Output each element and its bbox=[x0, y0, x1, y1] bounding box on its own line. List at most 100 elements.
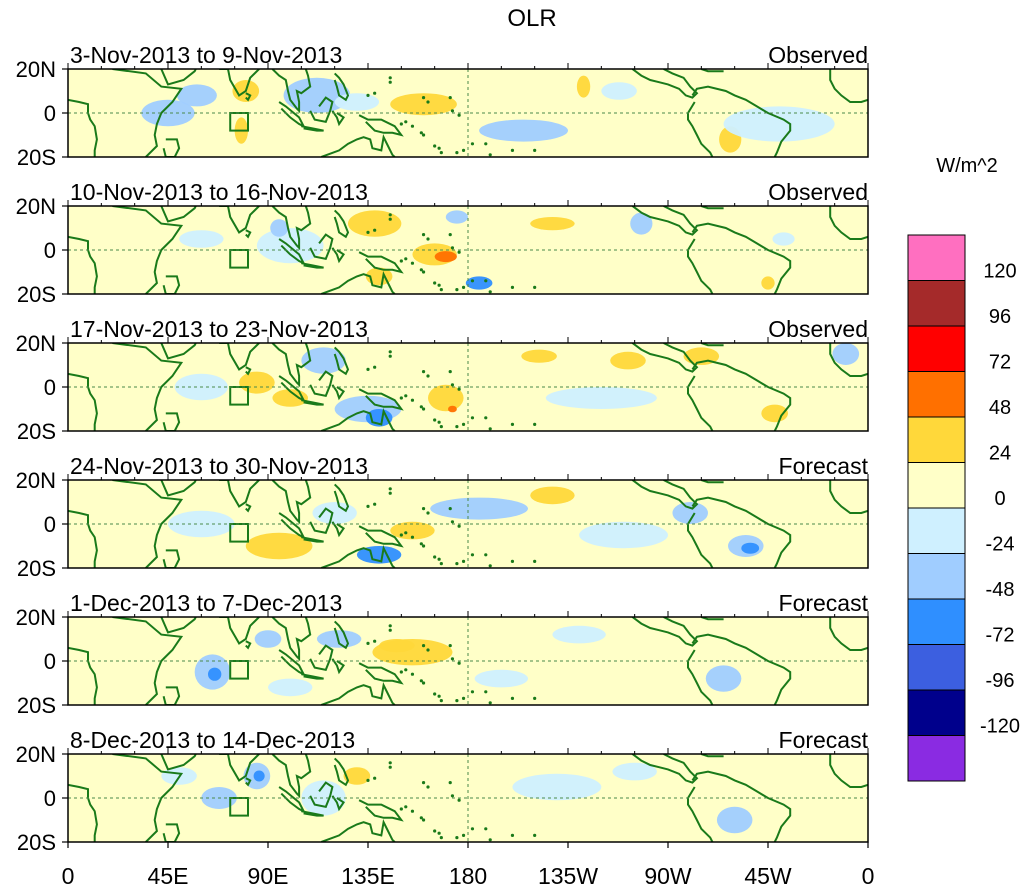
island-marker bbox=[366, 93, 370, 97]
island-marker bbox=[450, 383, 455, 387]
island-marker bbox=[388, 76, 392, 80]
island-marker bbox=[399, 533, 403, 537]
island-marker bbox=[410, 535, 415, 539]
coastline bbox=[320, 682, 396, 705]
island-marker bbox=[421, 818, 426, 822]
coastline bbox=[829, 617, 868, 651]
coastline bbox=[829, 480, 868, 514]
coastline bbox=[687, 786, 714, 842]
anomaly-field bbox=[194, 625, 742, 697]
island-marker bbox=[439, 151, 443, 155]
island-marker bbox=[419, 131, 423, 135]
coastline bbox=[333, 757, 350, 787]
anomaly-contour bbox=[530, 486, 575, 505]
island-marker bbox=[399, 122, 403, 126]
colorbar-swatch bbox=[907, 553, 966, 600]
island-marker bbox=[470, 416, 475, 420]
colorbar-swatch bbox=[907, 234, 966, 281]
coastline bbox=[301, 536, 324, 543]
coastline bbox=[162, 275, 181, 294]
anomaly-field bbox=[141, 75, 835, 153]
x-tick-label: 0 bbox=[862, 863, 875, 887]
island-marker bbox=[399, 396, 403, 400]
coastline bbox=[700, 617, 724, 621]
anomaly-contour bbox=[253, 770, 265, 782]
anomaly-contour bbox=[179, 230, 224, 248]
anomaly-contour bbox=[283, 77, 351, 113]
anomaly-contour bbox=[270, 219, 288, 237]
panel-period: 10-Nov-2013 to 16-Nov-2013 bbox=[70, 179, 368, 205]
coastline bbox=[358, 662, 404, 685]
island-marker bbox=[448, 233, 452, 237]
map-panel: 20N 0 20S 1-Dec-2013 to 7-Dec-2013 Forecast bbox=[16, 590, 869, 718]
coastline bbox=[112, 206, 184, 294]
island-marker bbox=[488, 153, 492, 157]
island-marker bbox=[455, 562, 459, 566]
coastline bbox=[271, 480, 312, 525]
colorbar-label: 120 bbox=[983, 261, 1016, 283]
island-marker bbox=[448, 96, 452, 100]
anomaly-contour bbox=[705, 665, 742, 692]
island-marker bbox=[439, 562, 443, 566]
anomaly-field bbox=[174, 343, 860, 427]
map-panel: 20N 0 20S 8-Dec-2013 to 14-Dec-2013 Forecast bbox=[16, 727, 869, 855]
island-marker bbox=[421, 507, 426, 511]
coastline bbox=[687, 238, 714, 294]
anomaly-contour bbox=[239, 371, 275, 394]
island-marker bbox=[404, 257, 408, 261]
region-box bbox=[229, 112, 250, 132]
coastline bbox=[829, 206, 868, 240]
coastline bbox=[691, 222, 792, 294]
region-box bbox=[229, 797, 250, 817]
island-marker bbox=[488, 838, 492, 842]
island-marker bbox=[421, 233, 426, 237]
anomaly-contour bbox=[772, 232, 795, 246]
anomaly-contour bbox=[579, 521, 668, 549]
coastline bbox=[358, 799, 404, 822]
coastline bbox=[68, 783, 98, 842]
colorbar-label: 0 bbox=[994, 488, 1005, 510]
y-tick-label: 20S bbox=[17, 830, 56, 855]
colorbar: W/m^2 120 96 72 48 24 0 -24 -48 -72 -96 -120 bbox=[907, 155, 1020, 782]
y-tick-label: 0 bbox=[44, 786, 56, 811]
island-marker bbox=[404, 394, 408, 398]
island-marker bbox=[455, 425, 459, 429]
island-marker bbox=[488, 701, 492, 705]
island-marker bbox=[510, 148, 515, 152]
coastline bbox=[301, 810, 324, 817]
island-marker bbox=[388, 765, 392, 769]
island-marker bbox=[404, 805, 408, 809]
coastline bbox=[631, 206, 699, 236]
coastline bbox=[333, 346, 350, 376]
x-axis: 0 45E 90E 135E 180 135W 90W 45W 0 bbox=[62, 842, 875, 887]
island-marker bbox=[450, 246, 455, 250]
coastline bbox=[112, 69, 184, 157]
colorbar-units: W/m^2 bbox=[936, 155, 998, 177]
island-marker bbox=[421, 781, 426, 785]
island-marker bbox=[388, 761, 392, 765]
island-marker bbox=[426, 648, 430, 652]
anomaly-contour bbox=[334, 93, 380, 111]
anomaly-contour bbox=[601, 82, 637, 100]
island-marker bbox=[421, 407, 426, 411]
anomaly-contour bbox=[301, 347, 346, 374]
island-marker bbox=[455, 699, 459, 703]
coastline bbox=[162, 686, 181, 705]
island-marker bbox=[388, 487, 392, 491]
island-marker bbox=[410, 809, 415, 813]
island-marker bbox=[433, 555, 437, 559]
anomaly-contour bbox=[434, 251, 457, 263]
island-marker bbox=[510, 422, 515, 426]
anomaly-contour bbox=[630, 212, 653, 235]
island-marker bbox=[373, 639, 377, 643]
coastline bbox=[245, 229, 252, 239]
colorbar-swatch bbox=[907, 416, 966, 463]
anomaly-field bbox=[179, 210, 795, 290]
island-marker bbox=[437, 557, 441, 561]
coastline bbox=[219, 480, 260, 508]
island-marker bbox=[461, 833, 466, 838]
anomaly-contour bbox=[141, 99, 195, 127]
x-tick-label: 45E bbox=[148, 863, 189, 887]
coastline bbox=[271, 343, 312, 388]
